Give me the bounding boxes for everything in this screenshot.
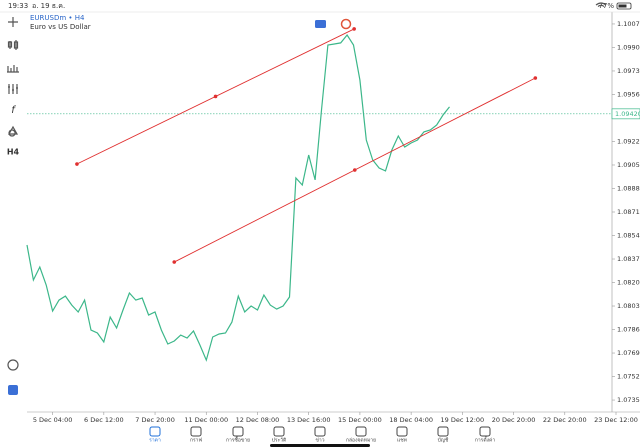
x-tick-label: 22 Dec 20:00 (543, 416, 587, 424)
tab-icon (190, 426, 202, 437)
y-tick-label: 1.07690 (617, 349, 640, 357)
tab-icon (314, 426, 326, 437)
y-tick-label: 1.09730 (617, 67, 640, 75)
x-tick-label: 11 Dec 00:00 (184, 416, 228, 424)
tab-icon (437, 426, 449, 437)
y-tick-label: 1.07350 (617, 396, 640, 404)
trendline-handle (352, 168, 357, 172)
x-tick-label: 20 Dec 20:00 (492, 416, 536, 424)
y-tick-label: 1.08030 (617, 302, 640, 310)
tab-label[interactable]: กราฟ (190, 438, 203, 444)
price-line (26, 33, 450, 362)
x-tick-label: 13 Dec 16:00 (287, 416, 331, 424)
status-time: 19:33 (8, 2, 28, 10)
y-tick-label: 1.08540 (617, 232, 640, 240)
tab-label[interactable]: กล่องจดหมาย (346, 438, 376, 444)
chart-title: EURUSDm • H4 (30, 14, 85, 22)
tab-icon (396, 426, 408, 437)
indicator-button[interactable] (340, 18, 352, 30)
y-tick-label: 1.10070 (617, 20, 640, 28)
x-tick-label: 5 Dec 04:00 (33, 416, 73, 424)
function-tool[interactable]: f (11, 105, 16, 116)
y-tick-label: 1.08880 (617, 184, 640, 192)
indicators-tool[interactable] (8, 84, 18, 94)
alert-tool[interactable] (7, 359, 19, 371)
last-price-label: 1.09420 (615, 110, 640, 118)
timeframe-button[interactable]: H4 (7, 148, 20, 157)
tab-label[interactable]: ประวัติ (272, 437, 287, 444)
x-tick-label: 15 Dec 00:00 (338, 416, 382, 424)
trendline-point (172, 260, 177, 264)
trade-tool[interactable] (8, 385, 18, 395)
x-tick-label: 6 Dec 12:00 (84, 416, 124, 424)
home-indicator (270, 444, 370, 447)
battery-level (618, 4, 627, 8)
tab-icon (479, 426, 491, 437)
trendline-point (352, 27, 356, 31)
y-tick-label: 1.08200 (617, 279, 640, 287)
tab-label[interactable]: แชท (397, 438, 407, 444)
battery-icon (616, 2, 632, 10)
chart-type-tool[interactable] (7, 40, 19, 50)
tab-icon (149, 426, 161, 437)
trendline-point (75, 162, 79, 166)
y-tick-label: 1.08370 (617, 255, 640, 263)
objects-tool[interactable] (7, 125, 19, 137)
y-tick-label: 1.09050 (617, 161, 640, 169)
chart-subtitle: Euro vs US Dollar (30, 23, 91, 31)
trendline-point (533, 76, 538, 80)
volume-tool[interactable] (7, 65, 19, 73)
tab-icon (273, 426, 285, 437)
x-tick-label: 23 Dec 12:00 (594, 416, 638, 424)
status-date: อ. 19 ธ.ค. (32, 2, 65, 10)
tab-label[interactable]: การตั้งค่า (475, 435, 496, 444)
wifi-icon (595, 2, 607, 7)
tab-label[interactable]: ราคา (149, 438, 161, 444)
y-tick-label: 1.07860 (617, 326, 640, 334)
trendline-handle (213, 94, 218, 99)
y-tick-label: 1.09220 (617, 137, 640, 145)
y-tick-label: 1.09900 (617, 43, 640, 51)
x-tick-label: 19 Dec 12:00 (440, 416, 484, 424)
last-price-box (611, 108, 640, 120)
tab-label[interactable]: ข่าว (315, 438, 324, 444)
tab-icon (355, 426, 367, 437)
tab-label[interactable]: บัญชี (438, 437, 449, 444)
left-toolbar: f H4 (7, 17, 20, 395)
y-tick-label: 1.09560 (617, 90, 640, 98)
x-tick-label: 18 Dec 04:00 (389, 416, 433, 424)
tab-bar: ราคา กราฟ การซื้อขาย ประวัติ ข่าว กล่องจดหมาย… (149, 426, 496, 444)
trade-button[interactable] (315, 20, 326, 28)
x-tick-label: 12 Dec 08:00 (236, 416, 280, 424)
x-tick-label: 7 Dec 20:00 (135, 416, 175, 424)
crosshair-tool[interactable] (8, 17, 18, 27)
y-tick-label: 1.08710 (617, 208, 640, 216)
tab-icon (232, 426, 244, 437)
y-tick-label: 1.07520 (617, 373, 640, 381)
tab-label[interactable]: การซื้อขาย (226, 435, 250, 444)
status-battery: 77% (598, 2, 614, 10)
